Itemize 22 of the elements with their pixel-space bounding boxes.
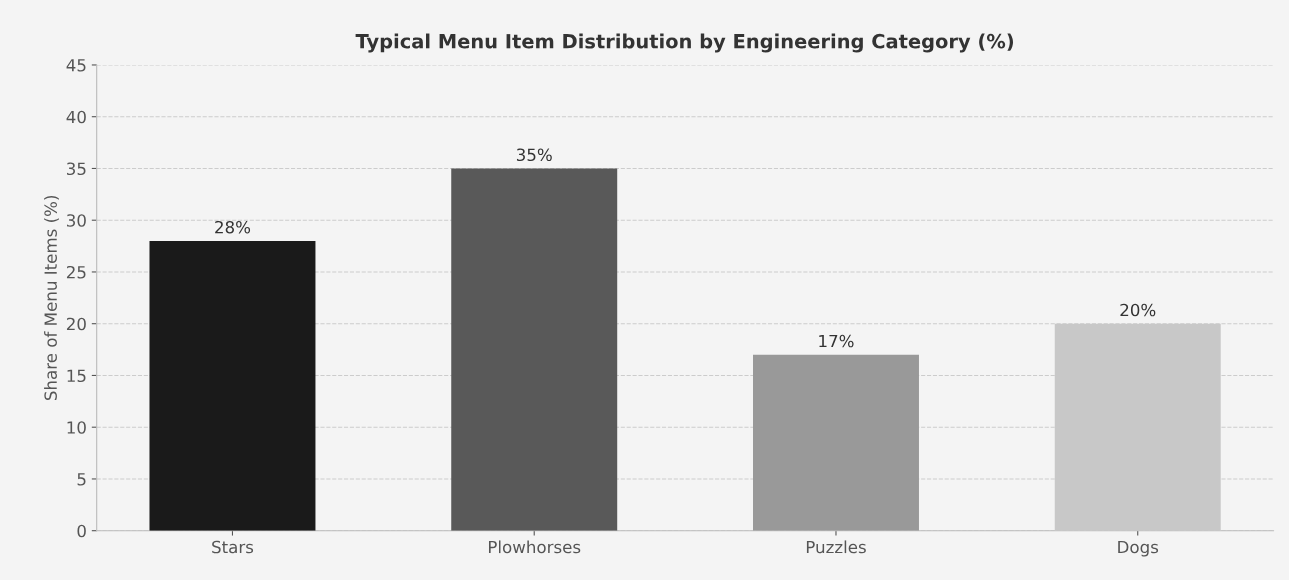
y-tick-label: 45 <box>66 59 86 72</box>
y-tick-label: 15 <box>67 369 86 383</box>
y-tick-label: 30 <box>67 214 86 227</box>
x-tick-label: Puzzles <box>806 540 866 554</box>
y-axis-title: Share of Menu Items (%) <box>44 195 59 401</box>
data-label: 20% <box>1120 303 1156 317</box>
y-tick-label: 20 <box>66 317 86 331</box>
x-tick-label: Stars <box>212 540 254 554</box>
chart-title: Typical Menu Item Distribution by Engineering Category (%) <box>355 33 1014 53</box>
x-tick-label: Plowhorses <box>488 540 581 554</box>
bar <box>753 354 919 531</box>
data-label: 35% <box>516 148 552 162</box>
x-tick-label: Dogs <box>1118 540 1159 557</box>
y-tick-label: 40 <box>66 110 86 124</box>
data-label: 17% <box>819 334 854 348</box>
bar <box>149 240 316 531</box>
y-tick-label: 10 <box>67 421 86 434</box>
data-label: 28% <box>215 220 251 234</box>
y-tick-label: 5 <box>77 473 86 486</box>
y-tick-label: 25 <box>66 265 86 279</box>
y-tick-label: 0 <box>77 524 86 538</box>
y-tick-label: 35 <box>67 162 86 176</box>
